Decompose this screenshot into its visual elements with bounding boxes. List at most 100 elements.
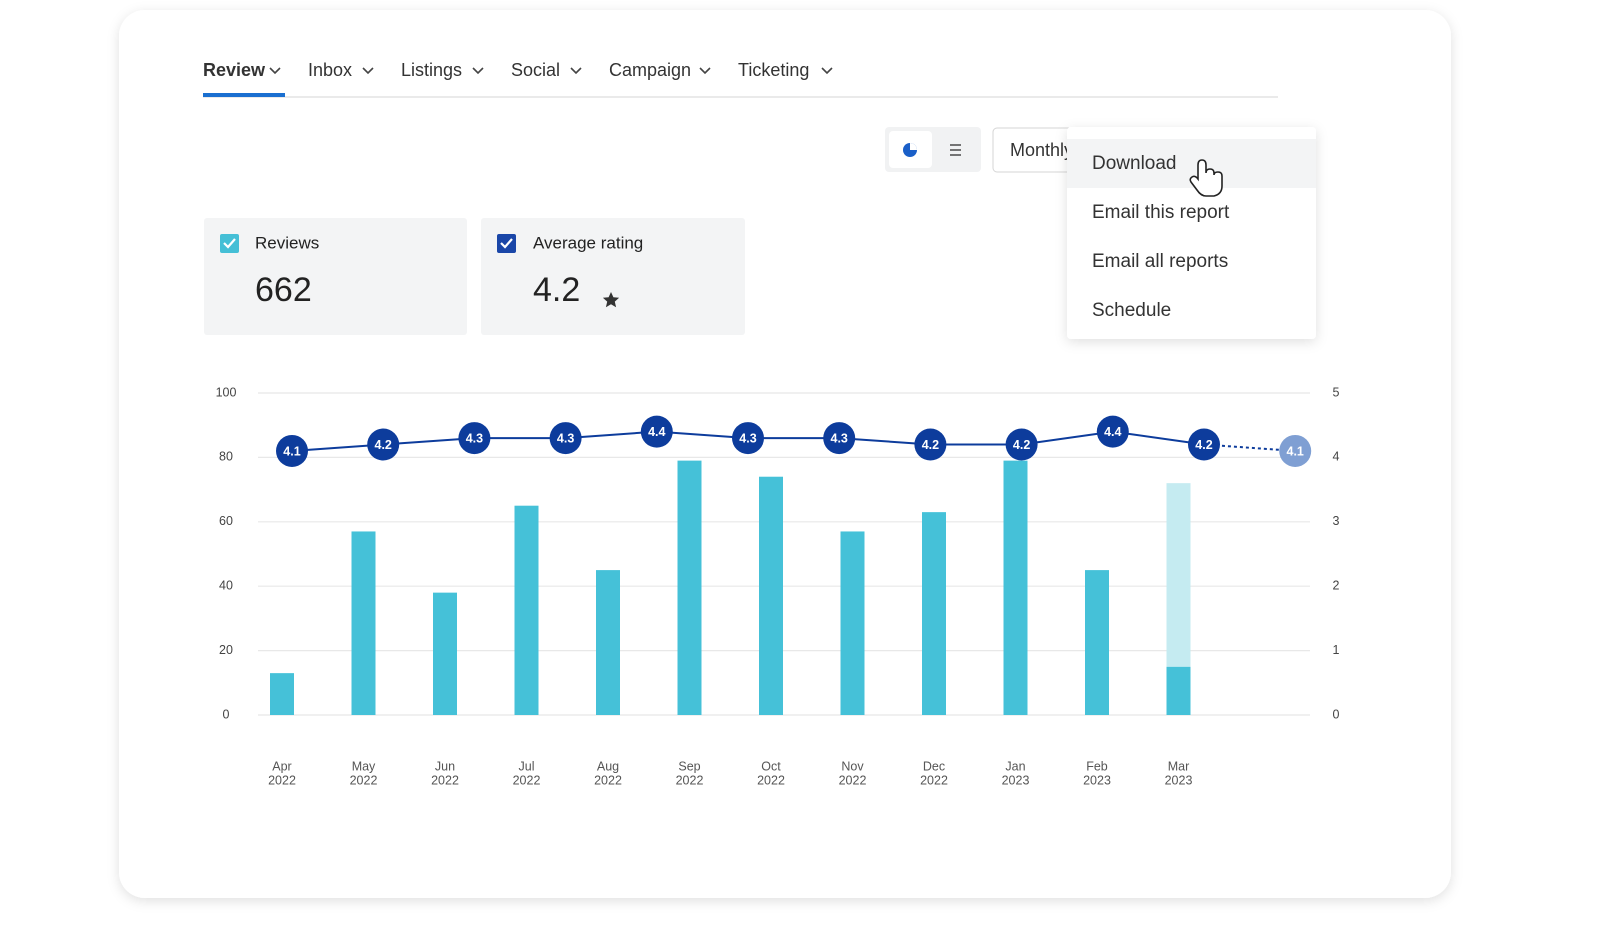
tab[interactable]: Review [203,60,266,80]
tab[interactable]: Inbox [308,60,352,80]
menu-item[interactable]: Email all reports [1092,251,1228,272]
rating-marker [1188,428,1220,461]
y-tick-label: 80 [219,450,233,464]
x-tick-month: Jan [1005,759,1025,773]
list-icon[interactable] [950,144,961,156]
card [481,218,745,335]
chevron [699,67,711,75]
tab[interactable]: Social [511,60,560,80]
x-tick-month: Jun [435,759,455,773]
period-label: Monthly [1010,140,1073,160]
x-tick-year: 2022 [594,773,622,787]
y2-tick-label: 1 [1333,643,1340,657]
card-label: Reviews [255,233,319,252]
rating-label: 4.1 [1287,444,1304,458]
x-tick-month: Nov [841,759,864,773]
tab[interactable]: Campaign [609,60,691,80]
pie-icon-slice [910,143,917,150]
y2-tick-label: 3 [1333,514,1340,528]
bar [351,531,376,715]
rating-marker [732,422,764,455]
x-tick-year: 2023 [1165,773,1193,787]
star-icon [602,292,620,308]
rating-marker [367,428,400,461]
chevron [472,67,484,75]
chevron [821,67,833,75]
rating-marker [549,422,582,455]
bar [1003,460,1028,715]
rating-marker [640,415,673,448]
chevron [570,67,582,75]
rating-label: 4.4 [1104,425,1121,439]
x-tick-month: Oct [761,759,781,773]
rating-label: 4.2 [1013,438,1030,452]
rating-marker [276,434,308,467]
x-tick-year: 2022 [350,773,378,787]
rating-marker [458,422,491,455]
rating-marker [823,422,856,455]
rating-label: 4.2 [922,438,939,452]
y-tick-label: 40 [219,578,233,592]
bar [433,592,457,715]
tab-indicator [203,93,285,97]
x-tick-month: Feb [1086,759,1108,773]
x-tick-year: 2023 [1002,773,1030,787]
rating-marker [1279,434,1312,467]
bar [922,512,946,715]
rating-label: 4.3 [831,431,848,445]
x-tick-month: Mar [1168,759,1190,773]
x-tick-year: 2022 [431,773,459,787]
x-tick-year: 2023 [1083,773,1111,787]
y2-tick-label: 4 [1333,450,1340,464]
x-tick-month: Sep [678,759,700,773]
rating-label: 4.3 [739,431,756,445]
x-tick-year: 2022 [839,773,867,787]
x-tick-month: Jul [519,759,535,773]
x-tick-year: 2022 [676,773,704,787]
x-tick-month: Apr [272,759,291,773]
rating-marker [1005,428,1038,461]
bar [1166,666,1191,715]
checkbox[interactable] [220,234,239,253]
rating-label: 4.2 [1195,438,1212,452]
card-label: Average rating [533,233,643,252]
bar [1166,483,1191,667]
bar [840,531,865,715]
card-value: 4.2 [533,271,580,309]
cursor [1189,159,1223,197]
bar [270,673,294,715]
bar [1085,570,1109,715]
rating-marker [914,428,947,461]
chevron [362,67,374,75]
bar [759,476,783,715]
y-tick-label: 100 [216,385,237,399]
y2-tick-label: 5 [1333,385,1340,399]
rating-marker [1096,415,1129,448]
bar [514,505,539,715]
rating-label: 4.3 [557,431,574,445]
x-tick-year: 2022 [513,773,541,787]
tab[interactable]: Listings [401,60,462,80]
x-tick-year: 2022 [920,773,948,787]
x-tick-month: Aug [597,759,619,773]
x-tick-month: Dec [923,759,945,773]
x-tick-month: May [352,759,376,773]
x-tick-year: 2022 [268,773,296,787]
menu-item[interactable]: Download [1092,153,1177,174]
card [204,218,467,335]
y2-tick-label: 2 [1333,578,1340,592]
bar [596,570,620,715]
check [500,238,513,249]
x-tick-year: 2022 [757,773,785,787]
menu-item[interactable]: Email this report [1092,202,1230,223]
rating-label: 4.2 [375,438,392,452]
checkbox[interactable] [497,234,516,253]
menu-item[interactable]: Schedule [1092,300,1171,321]
rating-label: 4.4 [648,425,665,439]
tab[interactable]: Ticketing [738,60,809,80]
rating-label: 4.1 [283,444,300,458]
chevron [269,67,281,75]
y2-tick-label: 0 [1333,707,1340,721]
rating-label: 4.3 [466,431,483,445]
